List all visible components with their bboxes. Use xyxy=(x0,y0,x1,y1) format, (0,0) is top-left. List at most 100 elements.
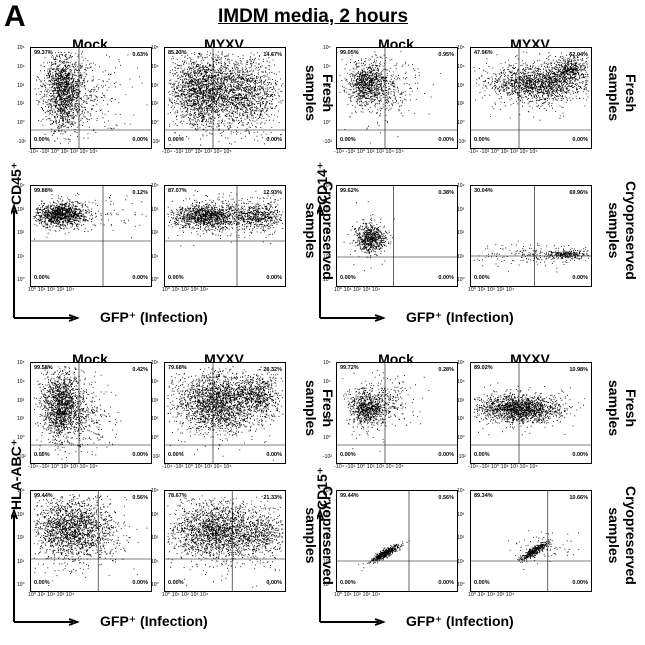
quadrant-ul-percent: 89.02% xyxy=(474,365,493,371)
x-axis-arrow xyxy=(320,618,386,626)
x-axis-arrow xyxy=(14,618,80,626)
x-axis-label: GFP⁺ (Infection) xyxy=(406,613,514,629)
x-tick-labels: 10⁰ 10¹ 10² 10³ 10⁴ xyxy=(334,287,381,293)
x-tick-labels: -10⁴ -10² 10⁰ 10² 10³ 10⁴ 10⁵ xyxy=(468,464,538,470)
y-tick-label: 10⁰ xyxy=(17,582,25,588)
quadrant-ur-percent: 0.56% xyxy=(132,495,148,501)
row-label-line: Fresh xyxy=(623,73,639,113)
y-tick-label: 10² xyxy=(457,416,465,423)
event-points xyxy=(34,51,148,144)
quadrant-ul-percent: 99.62% xyxy=(340,188,359,194)
y-tick-label: -10² xyxy=(457,454,466,460)
quadrant-ur-percent: 69.96% xyxy=(569,190,588,196)
y-tick-label: 10³ xyxy=(151,82,159,89)
quadrant-ur-percent: 0.42% xyxy=(132,367,148,373)
y-tick-label: 10⁴ xyxy=(151,183,159,189)
y-tick-label: 10³ xyxy=(17,206,25,213)
y-tick-label: 10¹ xyxy=(457,253,465,260)
scatter-plot-svg xyxy=(471,48,591,148)
x-axis-label: GFP⁺ (Infection) xyxy=(406,309,514,325)
quadrant-ul-percent: 78.67% xyxy=(168,493,187,499)
y-tick-label: 10⁰ xyxy=(323,435,331,442)
row-label-line: Fresh xyxy=(623,388,639,428)
axis-arrows xyxy=(316,202,387,323)
x-tick-labels: -10⁴ -10² 10⁰ 10² 10³ 10⁴ 10⁵ xyxy=(162,149,232,155)
y-tick-label: 10¹ xyxy=(323,558,331,565)
row-label-line: samples xyxy=(606,65,622,122)
quadrant-ul-percent: 89.34% xyxy=(474,493,493,499)
quadrant-ur-percent: 0.95% xyxy=(438,52,454,58)
flow-plot-8: 99.58% 0.42% 0.00% 0.00% xyxy=(30,362,152,464)
quadrant-lr-percent: 0.00% xyxy=(572,451,588,458)
quadrant-lr-percent: 0.00% xyxy=(266,579,282,586)
quadrant-lr-percent: 0.00% xyxy=(132,274,148,281)
quadrant-lr-percent: 0.00% xyxy=(266,274,282,281)
row-label-line: samples xyxy=(606,507,622,564)
x-tick-labels: 10⁰ 10¹ 10² 10³ 10⁴ xyxy=(162,592,209,598)
y-tick-label: 10⁴ xyxy=(151,63,159,70)
x-tick-labels: -10⁴ -10² 10⁰ 10² 10³ 10⁴ 10⁵ xyxy=(28,149,98,155)
y-tick-label: 10² xyxy=(457,535,465,541)
quadrant-ll-percent: 0.00% xyxy=(340,274,356,281)
y-tick-label: 10¹ xyxy=(151,253,159,260)
y-tick-label: 10⁰ xyxy=(323,277,331,283)
quadrant-lr-percent: 0.00% xyxy=(266,451,282,458)
y-tick-label: 10⁰ xyxy=(151,435,159,442)
figure-title: IMDM media, 2 hours xyxy=(217,6,409,27)
flow-plot-10: 99.44% 0.56% 0.00% 0.00% xyxy=(30,490,152,592)
axis-arrows xyxy=(316,507,387,627)
y-tick-label: 10³ xyxy=(457,206,465,213)
event-points xyxy=(33,192,147,240)
scatter-plot-svg xyxy=(471,186,591,286)
quadrant-ul-percent: 99.88% xyxy=(34,188,53,194)
y-tick-label: 10¹ xyxy=(17,558,25,565)
row-label-cryopreserved: Cryopreserved samples xyxy=(605,486,639,585)
x-tick-labels: 10⁰ 10¹ 10² 10³ 10⁴ xyxy=(28,592,75,598)
y-tick-label: 10⁰ xyxy=(323,582,331,588)
row-label-fresh: Fresh samples xyxy=(302,65,336,121)
y-tick-label: 10⁰ xyxy=(323,120,331,127)
quadrant-ul-percent: 30.04% xyxy=(474,188,493,194)
flow-plot-7: 30.04% 69.96% 0.00% 0.00% xyxy=(470,185,592,287)
quadrant-ul-percent: 85.33% xyxy=(168,50,187,56)
x-tick-labels: -10⁴ -10² 10⁰ 10² 10³ 10⁴ 10⁵ xyxy=(334,464,404,470)
y-tick-label: 10² xyxy=(151,101,159,108)
y-tick-label: -10² xyxy=(457,139,466,145)
y-tick-label: 10³ xyxy=(323,511,331,518)
flow-plot-2: 99.88% 0.12% 0.00% 0.00% xyxy=(30,185,152,287)
row-label-line: Fresh xyxy=(320,388,336,428)
y-tick-label: 10⁴ xyxy=(17,488,25,494)
y-tick-label: 10² xyxy=(323,416,331,423)
quadrant-ll-percent: 0.00% xyxy=(474,274,490,281)
y-tick-label: 10³ xyxy=(17,511,25,518)
y-tick-label: 10⁵ xyxy=(151,45,159,51)
x-axis-label: GFP⁺ (Infection) xyxy=(100,613,208,629)
y-tick-label: 10³ xyxy=(151,511,159,518)
flow-plot-11: 78.67% 21.33% 0.00% 0.00% xyxy=(164,490,286,592)
scatter-plot-svg xyxy=(337,48,457,148)
quadrant-ll-percent: 0.00% xyxy=(34,579,50,586)
y-tick-label: 10¹ xyxy=(457,558,465,565)
axis-arrows xyxy=(10,202,81,323)
scatter-plot-svg xyxy=(31,48,151,148)
quadrant-ul-percent: 99.44% xyxy=(340,493,359,499)
y-tick-label: 10⁰ xyxy=(457,582,465,588)
row-label-line: Fresh xyxy=(320,73,336,113)
quadrant-ll-percent: 0.00% xyxy=(34,451,50,458)
y-tick-label: 10⁴ xyxy=(323,183,331,189)
quadrant-lr-percent: 0.00% xyxy=(132,579,148,586)
event-points xyxy=(34,366,122,460)
y-tick-label: 10³ xyxy=(323,206,331,213)
row-label-line: samples xyxy=(303,380,319,437)
y-tick-label: 10⁴ xyxy=(17,183,25,189)
quadrant-ur-percent: 21.33% xyxy=(263,495,282,501)
scatter-plot-svg xyxy=(337,491,457,591)
row-label-line: Cryopreserved xyxy=(623,181,639,280)
y-tick-label: 10⁴ xyxy=(151,378,159,385)
quadrant-ur-percent: 14.67% xyxy=(263,52,282,58)
y-tick-label: 10⁰ xyxy=(17,120,25,127)
quadrant-lr-percent: 0.00% xyxy=(572,579,588,586)
y-tick-label: -10² xyxy=(323,139,332,145)
row-label-fresh: Fresh samples xyxy=(302,380,336,436)
marker-axis-label: CD45⁺ xyxy=(8,161,24,205)
